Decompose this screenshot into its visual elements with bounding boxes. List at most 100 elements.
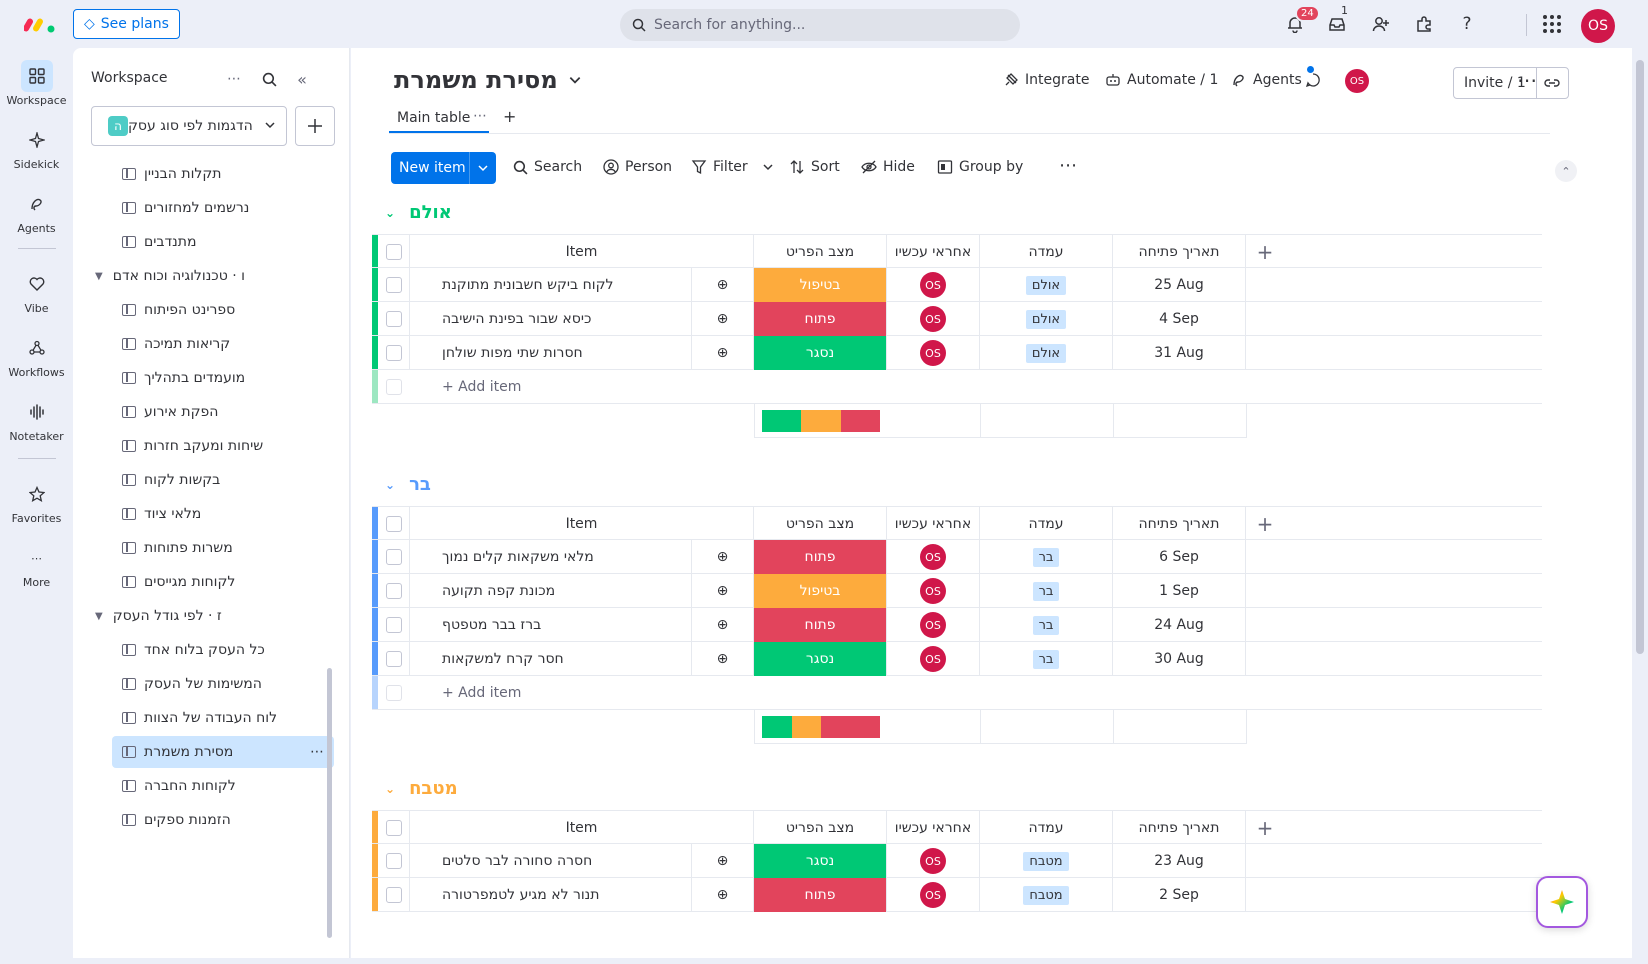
add-board-button[interactable] [295,106,335,146]
row-checkbox[interactable] [378,336,410,370]
station-cell[interactable]: אולם [980,302,1113,336]
monday-logo-icon[interactable] [24,14,56,34]
date-cell[interactable]: 6 Sep [1113,540,1246,574]
table-row[interactable]: מלאי משקאות קלים נמוך ⊕ פתוח OS בר 6 Sep [372,540,1542,574]
date-cell[interactable]: 1 Sep [1113,574,1246,608]
station-cell[interactable]: בר [980,642,1113,676]
add-view-icon[interactable]: + [503,107,517,126]
tree-board-item[interactable]: מתנדבים [112,226,334,258]
invite-button[interactable]: Invite / 1 [1453,67,1569,99]
tree-board-item[interactable]: מלאי ציוד [112,498,334,530]
column-header-owner[interactable]: אחראי עכשיו [887,235,980,269]
date-cell[interactable]: 24 Aug [1113,608,1246,642]
automate-button[interactable]: Automate / 1 [1105,72,1218,88]
status-cell[interactable]: בטיפול [754,574,887,608]
inbox-icon[interactable]: 1 [1325,4,1349,36]
group-header[interactable]: ⌄ מטבח [385,778,458,799]
tree-board-item[interactable]: נרשמים למחזורים [112,192,334,224]
owner-cell[interactable]: OS [887,878,980,912]
invite-members-icon[interactable] [1369,12,1393,36]
table-row[interactable]: תנור לא מגיע לטמפרטורה ⊕ פתוח OS מטבח 2 … [372,878,1542,912]
board-options-icon[interactable]: ⋯ [310,744,324,760]
collapse-panel-icon[interactable]: « [297,69,307,89]
collapse-header-icon[interactable]: ⌃ [1555,160,1577,182]
date-cell[interactable]: 30 Aug [1113,642,1246,676]
status-cell[interactable]: פתוח [754,540,887,574]
column-header-station[interactable]: עמדה [980,507,1113,541]
owner-cell[interactable]: OS [887,268,980,302]
station-cell[interactable]: אולם [980,268,1113,302]
tree-board-item[interactable]: קריאות תמיכה [112,328,334,360]
column-header-date[interactable]: תאריך פתיחה [1113,235,1246,269]
owner-cell[interactable]: OS [887,540,980,574]
tree-board-item[interactable]: מועמדים בתהליך [112,362,334,394]
add-item-row[interactable]: + Add item [372,370,1542,404]
owner-cell[interactable]: OS [887,642,980,676]
add-item-input[interactable]: + Add item [442,379,522,395]
tree-board-item[interactable]: בקשות לקוח [112,464,334,496]
tab-main-table[interactable]: Main table [397,110,471,126]
item-name[interactable]: חסרה סחורה לבר סלטים [410,844,692,878]
group-header[interactable]: ⌄ אולם [385,202,452,223]
tree-board-item[interactable]: לקוחות מגייסים [112,566,334,598]
panel-scrollbar[interactable] [327,668,332,938]
add-update-icon[interactable]: ⊕ [692,302,754,336]
item-name[interactable]: חסרות שתי מפות שולחן [410,336,692,370]
row-checkbox[interactable] [378,540,410,574]
status-summary-bar[interactable] [762,716,880,738]
workspace-selector[interactable]: הדגמות לפי סוג עסק ה [91,106,287,146]
rail-agents[interactable]: Agents [0,188,73,235]
board-menu-icon[interactable]: ⋯ [1517,68,1537,92]
add-column-icon[interactable]: + [1256,240,1274,264]
tree-board-item[interactable]: משרות פתוחות [112,532,334,564]
row-checkbox[interactable] [378,302,410,336]
user-avatar[interactable]: OS [1581,9,1615,43]
updates-chat-icon[interactable] [1305,72,1321,88]
tree-board-item[interactable]: הפקת אירוע [112,396,334,428]
integrate-button[interactable]: Integrate [1003,72,1089,88]
table-row[interactable]: ברז בבר מטפטף ⊕ פתוח OS בר 24 Aug [372,608,1542,642]
table-row[interactable]: חסר קרח למשקאות ⊕ נסגר OS בר 30 Aug [372,642,1542,676]
rail-workflows[interactable]: Workflows [0,332,73,379]
item-name[interactable]: חסר קרח למשקאות [410,642,692,676]
add-item-input[interactable]: + Add item [442,685,522,701]
station-cell[interactable]: מטבח [980,844,1113,878]
column-header-item[interactable]: Item [410,235,754,269]
add-update-icon[interactable]: ⊕ [692,642,754,676]
workspace-options-icon[interactable]: ⋯ [227,71,241,87]
notifications-bell-icon[interactable]: 24 [1283,5,1320,36]
tree-board-item[interactable]: תקלות הבניין [112,158,334,190]
tree-board-item[interactable]: ספרינט הפיתוח [112,294,334,326]
table-row[interactable]: מכונת קפה תקועה ⊕ בטיפול OS בר 1 Sep [372,574,1542,608]
station-cell[interactable]: בר [980,540,1113,574]
row-checkbox[interactable] [378,844,410,878]
owner-cell[interactable]: OS [887,336,980,370]
board-title[interactable]: מסירת משמרת [394,66,582,94]
tree-board-item[interactable]: לוח העבודה של הצוות [112,702,334,734]
rail-sidekick[interactable]: Sidekick [0,124,73,171]
status-cell[interactable]: פתוח [754,878,887,912]
rail-more[interactable]: ⋯ More [0,542,73,590]
person-filter-button[interactable]: Person [603,159,672,175]
tree-folder[interactable]: ▼ ו · טכנולוגיה וכוח אדם [95,268,245,284]
rail-workspace[interactable]: Workspace [0,60,73,107]
column-header-item[interactable]: Item [410,507,754,541]
column-header-item[interactable]: Item [410,811,754,845]
item-name[interactable]: מכונת קפה תקועה [410,574,692,608]
sort-button[interactable]: Sort [789,159,840,175]
tree-board-item[interactable]: המשימות של העסק [112,668,334,700]
status-cell[interactable]: נסגר [754,844,887,878]
board-owner-avatar[interactable]: OS [1345,69,1369,93]
filter-button[interactable]: Filter [691,159,774,175]
status-cell[interactable]: נסגר [754,642,887,676]
rail-vibe[interactable]: Vibe [0,268,73,315]
add-update-icon[interactable]: ⊕ [692,574,754,608]
owner-cell[interactable]: OS [887,302,980,336]
column-header-status[interactable]: מצב הפריט [754,235,887,269]
item-name[interactable]: לקוח ביקש חשבונית מתוקנת [410,268,692,302]
agents-button[interactable]: Agents [1231,66,1314,88]
ai-assistant-button[interactable] [1536,876,1588,928]
table-row[interactable]: חסרה סחורה לבר סלטים ⊕ נסגר OS מטבח 23 A… [372,844,1542,878]
add-update-icon[interactable]: ⊕ [692,336,754,370]
select-all-checkbox[interactable] [378,235,410,269]
